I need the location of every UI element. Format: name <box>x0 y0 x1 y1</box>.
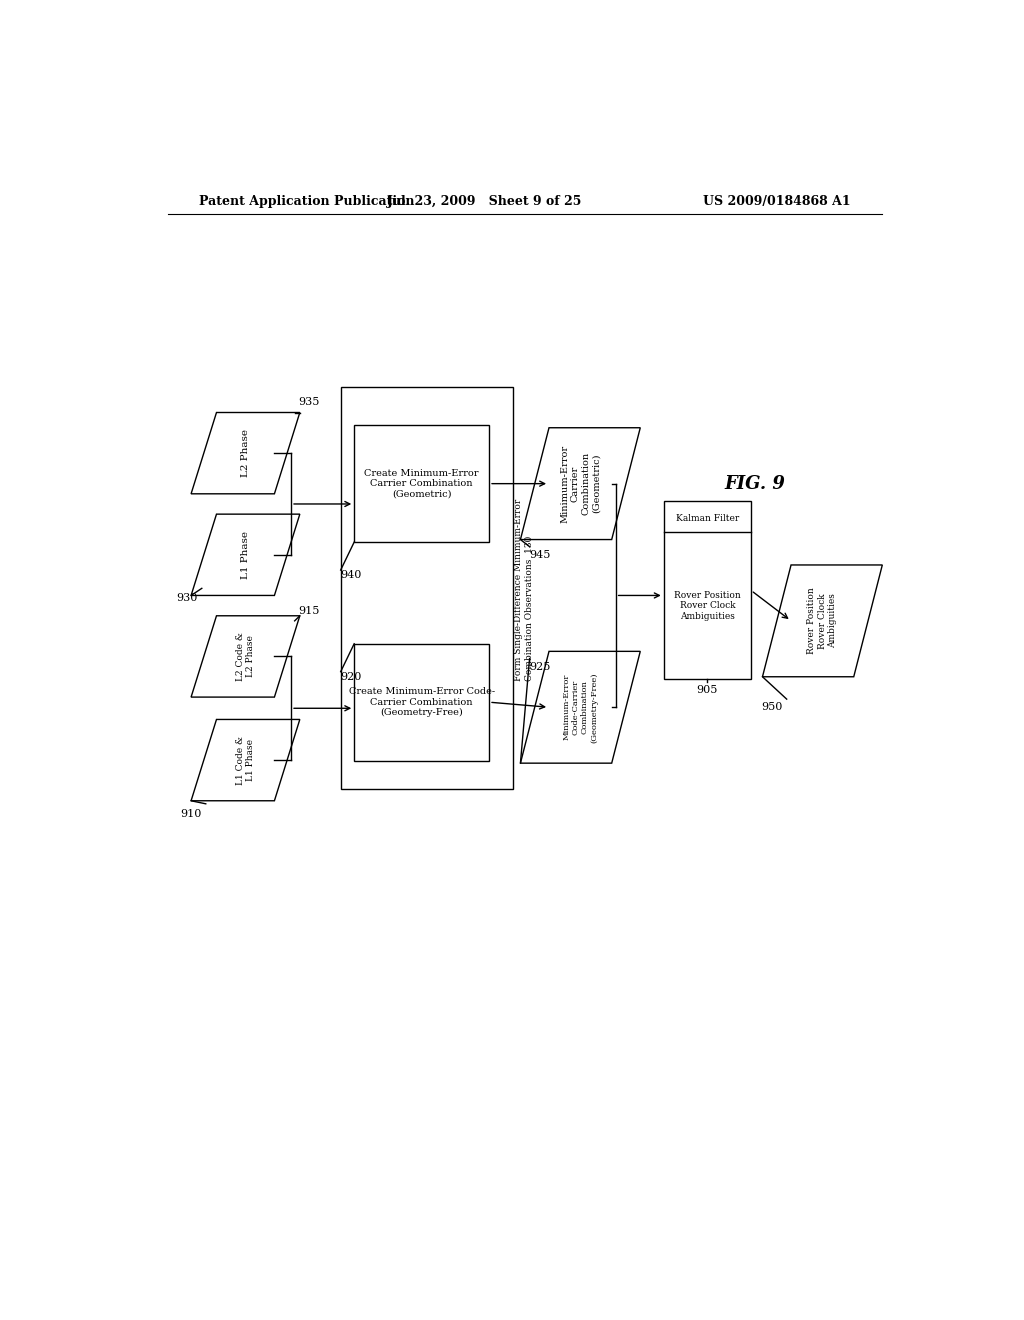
Text: FIG. 9: FIG. 9 <box>725 475 785 492</box>
Bar <box>664 502 751 680</box>
Text: Patent Application Publication: Patent Application Publication <box>200 194 415 207</box>
Polygon shape <box>191 515 300 595</box>
Text: L2 Code &
L2 Phase: L2 Code & L2 Phase <box>236 632 255 681</box>
Polygon shape <box>763 565 883 677</box>
Polygon shape <box>520 651 640 763</box>
Text: L1 Code &
L1 Phase: L1 Code & L1 Phase <box>236 735 255 784</box>
Text: Jul. 23, 2009   Sheet 9 of 25: Jul. 23, 2009 Sheet 9 of 25 <box>387 194 583 207</box>
Bar <box>354 644 489 760</box>
Text: 925: 925 <box>529 661 551 672</box>
Text: Minimum-Error
Carrier
Combination
(Geometric): Minimum-Error Carrier Combination (Geome… <box>560 445 600 523</box>
Text: Kalman Filter: Kalman Filter <box>676 515 739 523</box>
Text: US 2009/0184868 A1: US 2009/0184868 A1 <box>702 194 850 207</box>
Polygon shape <box>191 412 300 494</box>
Text: 935: 935 <box>299 397 319 408</box>
Text: Create Minimum-Error Code-
Carrier Combination
(Geometry-Free): Create Minimum-Error Code- Carrier Combi… <box>348 688 495 717</box>
Text: 950: 950 <box>762 702 782 713</box>
Text: L1 Phase: L1 Phase <box>241 531 250 578</box>
Text: Create Minimum-Error
Carrier Combination
(Geometric): Create Minimum-Error Carrier Combination… <box>365 469 479 499</box>
Text: Rover Position
Rover Clock
Ambiguities: Rover Position Rover Clock Ambiguities <box>674 591 740 620</box>
Polygon shape <box>191 719 300 801</box>
Bar <box>341 387 513 788</box>
Text: Rover Position
Rover Clock
Ambiguities: Rover Position Rover Clock Ambiguities <box>808 587 838 655</box>
Bar <box>354 425 489 543</box>
Text: L2 Phase: L2 Phase <box>241 429 250 477</box>
Text: 930: 930 <box>176 594 198 603</box>
Polygon shape <box>520 428 640 540</box>
Text: 915: 915 <box>299 606 319 615</box>
Text: Form Single-Difference Minimum-Error
Combination Observations  130: Form Single-Difference Minimum-Error Com… <box>514 499 534 681</box>
Text: 945: 945 <box>529 549 551 560</box>
Text: Minimum-Error
Code-Carrier
Combination
(Geometry-Free): Minimum-Error Code-Carrier Combination (… <box>562 672 598 743</box>
Text: 905: 905 <box>696 685 718 694</box>
Text: 910: 910 <box>180 809 202 818</box>
Text: 920: 920 <box>341 672 362 681</box>
Polygon shape <box>191 615 300 697</box>
Text: 940: 940 <box>341 570 362 579</box>
